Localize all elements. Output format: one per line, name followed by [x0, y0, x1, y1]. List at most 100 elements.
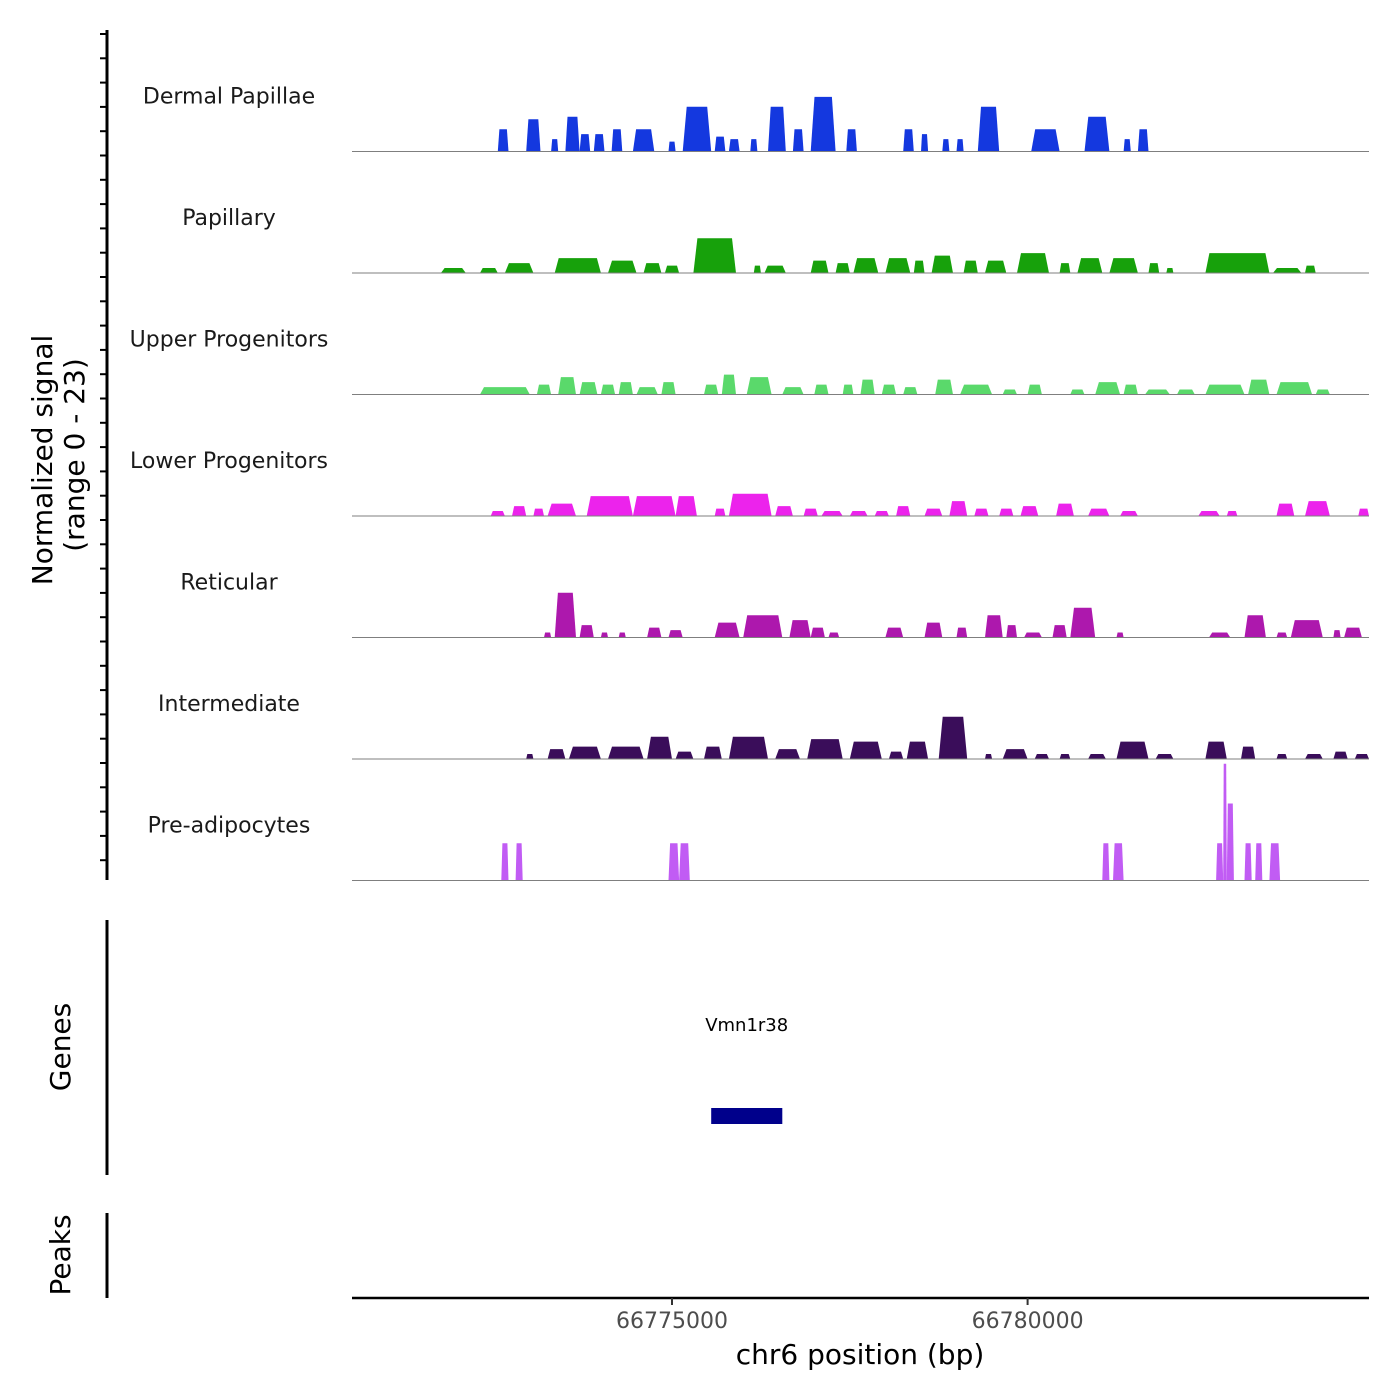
signal-peak [515, 843, 523, 881]
signal-peak [1269, 843, 1281, 881]
signal-peak [846, 129, 857, 152]
signal-peak [913, 260, 925, 273]
signal-peak [810, 627, 825, 638]
signal-peak [1002, 389, 1017, 395]
signal-peak [1137, 129, 1149, 152]
signal-peak [956, 627, 968, 638]
x-axis-tick-label: 66775000 [616, 1309, 728, 1334]
signal-peak [896, 506, 911, 516]
signal-peak [949, 501, 968, 516]
signal-peak [600, 632, 608, 638]
signal-peak [810, 260, 829, 273]
signal-peak [775, 506, 793, 516]
signal-peak [1056, 503, 1074, 516]
signal-peak [1248, 379, 1270, 395]
track-label: Lower Progenitors [130, 449, 328, 474]
signal-peak [1166, 268, 1174, 273]
signal-y-axis-range: (range 0 - 23) [58, 358, 91, 552]
signal-peak [974, 508, 989, 516]
signal-peak [1084, 116, 1110, 152]
signal-peak [668, 141, 676, 152]
signal-peak [849, 511, 868, 516]
signal-peak [728, 139, 740, 152]
signal-peak [1145, 389, 1170, 395]
signal-peak [1226, 803, 1234, 881]
signal-peak [977, 106, 1000, 152]
signal-peak [1020, 506, 1039, 516]
gene-body [711, 1108, 783, 1124]
signal-peak [842, 384, 854, 395]
signal-peak [1102, 843, 1110, 881]
signal-peak [924, 508, 943, 516]
signal-peak [1095, 382, 1121, 395]
signal-peak [544, 632, 552, 638]
signal-peak [942, 139, 950, 152]
signal-peak [558, 377, 576, 395]
signal-peak [963, 260, 978, 273]
signal-peak [586, 496, 633, 516]
signal-peak [1034, 754, 1049, 759]
signal-peak [821, 511, 843, 516]
signal-peak [714, 622, 740, 638]
signal-peak [1116, 741, 1149, 759]
signal-peak [921, 134, 929, 152]
signal-peak [1241, 746, 1256, 759]
signal-peak [746, 377, 772, 395]
signal-peak [611, 129, 623, 152]
signal-peak [1244, 843, 1252, 881]
signal-peak [647, 736, 672, 759]
signal-peak [775, 749, 800, 759]
signal-peak [579, 382, 598, 395]
signal-peak [504, 263, 534, 273]
signal-peak [1002, 749, 1028, 759]
signal-peak [885, 627, 904, 638]
track-pre-adipocytes: Pre-adipocytes [148, 763, 1369, 881]
signal-peak [764, 265, 786, 273]
signal-peak [1120, 511, 1138, 516]
track-label: Reticular [180, 571, 278, 596]
signal-peak [526, 754, 534, 759]
signal-peak [1088, 754, 1106, 759]
signal-peak [618, 632, 626, 638]
signal-peak [600, 384, 616, 395]
signal-peak [906, 741, 929, 759]
signal-peak [1255, 843, 1263, 881]
signal-peak [1113, 843, 1124, 881]
signal-peak [1070, 389, 1085, 395]
signal-peak [668, 843, 680, 881]
x-axis-ticks: 66775000 66780000 [616, 1298, 1084, 1334]
gene-panel-title: Genes [44, 1003, 77, 1091]
signal-peak [693, 238, 736, 273]
signal-y-axis-ticks [100, 33, 107, 862]
signal-peak [888, 751, 904, 759]
signal-peak [593, 134, 605, 152]
signal-peak [768, 106, 786, 152]
signal-peak [679, 843, 690, 881]
signal-peak [664, 265, 680, 273]
signal-peak [1315, 389, 1330, 395]
signal-peak [440, 268, 466, 273]
signal-peak [1276, 382, 1313, 395]
signal-peak [1024, 632, 1042, 638]
signal-peak [682, 106, 712, 152]
signal-peak [526, 119, 541, 152]
signal-peak [1109, 258, 1138, 273]
signal-peak [860, 379, 875, 395]
track-label: Upper Progenitors [130, 328, 329, 353]
signal-peak [1148, 263, 1160, 273]
signal-peak [1276, 754, 1288, 759]
signal-peak [1198, 511, 1220, 516]
gene-annotations: Vmn1r38 [705, 1015, 788, 1124]
signal-peak [554, 592, 576, 638]
signal-peak [985, 260, 1007, 273]
signal-peak [480, 387, 530, 395]
track-papillary: Papillary [182, 206, 1369, 274]
signal-peak [1052, 625, 1067, 638]
signal-peak [1155, 754, 1174, 759]
signal-peak [714, 136, 726, 152]
peak-panel-title: Peaks [44, 1214, 77, 1295]
signal-peak [1177, 389, 1195, 395]
signal-peak [632, 496, 676, 516]
signal-peak [999, 508, 1014, 516]
signal-peak [1205, 741, 1227, 759]
